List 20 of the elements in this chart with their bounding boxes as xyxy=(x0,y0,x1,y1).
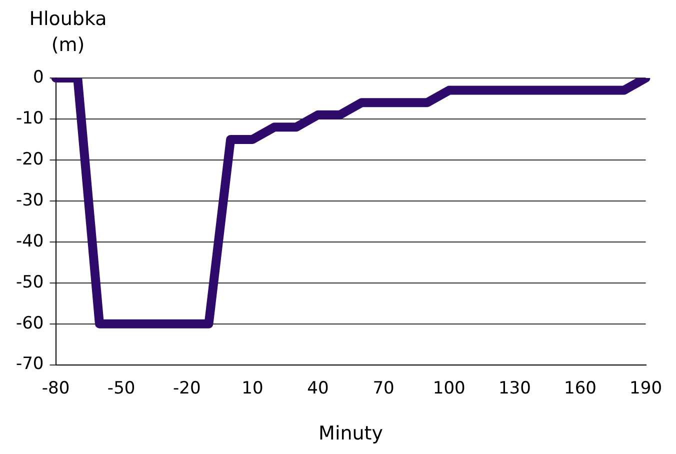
y-tick-label: -30 xyxy=(16,190,44,210)
x-tick-label: 190 xyxy=(630,378,662,398)
y-tick-label: -70 xyxy=(16,354,44,374)
y-tick-label: -60 xyxy=(16,313,44,334)
x-tick-label: -20 xyxy=(172,378,201,398)
x-tick-label: 10 xyxy=(242,378,264,398)
x-tick-label: 100 xyxy=(432,378,466,398)
y-tick-label: -40 xyxy=(16,231,44,252)
x-tick-label: -80 xyxy=(42,378,70,398)
x-tick-label: 130 xyxy=(498,378,531,398)
x-axis-title: Minuty xyxy=(318,422,383,445)
x-tick-label: 70 xyxy=(372,378,394,398)
x-tick-label: 40 xyxy=(307,378,329,398)
y-tick-label: -20 xyxy=(16,149,44,170)
y-tick-label: -50 xyxy=(16,272,44,292)
y-tick-label: 0 xyxy=(32,67,44,88)
y-tick-label: -10 xyxy=(16,108,44,128)
y-axis-title: Hloubka (m) xyxy=(28,7,108,58)
x-tick-label: 160 xyxy=(564,378,596,398)
x-tick-label: -50 xyxy=(107,378,136,398)
